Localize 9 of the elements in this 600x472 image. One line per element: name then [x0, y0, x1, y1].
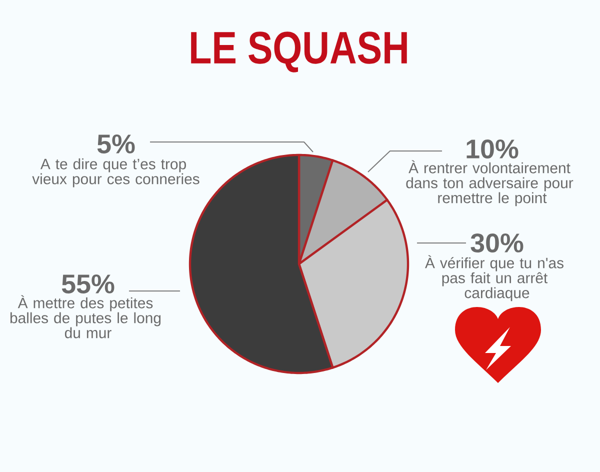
slice-label: À vérifier que tu n'as pas fait un arrêt cardiaque — [425, 255, 564, 302]
slice-label: A te dire que t’es trop vieux pour ces conneries — [32, 158, 200, 188]
data-label: 55% — [62, 274, 114, 294]
slice-label: À mettre des petites balles de putes le long du mur — [10, 295, 161, 338]
chart-title: LE SQUASH — [191, 32, 407, 72]
data-label: 5% — [97, 134, 135, 154]
data-label: 30% — [470, 233, 524, 253]
data-label: 10% — [466, 139, 518, 159]
slice-label: À rentrer volontairement dans ton adversaire pour remettre le point — [406, 160, 574, 206]
